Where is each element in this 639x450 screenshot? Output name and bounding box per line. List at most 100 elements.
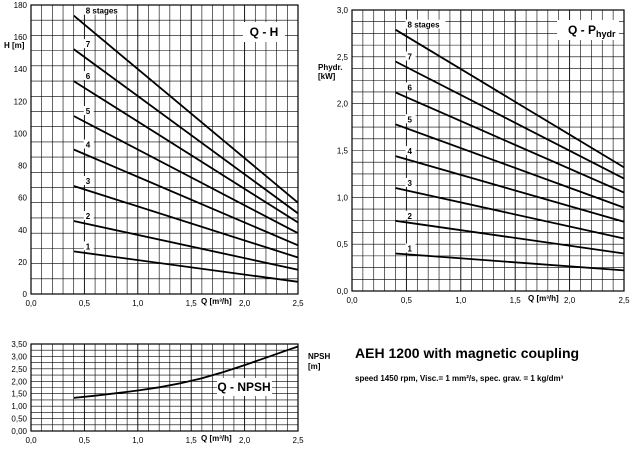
y-tick-label: 1,50	[11, 390, 27, 399]
x-tick-label: 1,0	[132, 436, 144, 445]
product-title: AEH 1200 with magnetic coupling	[355, 345, 580, 361]
chart-title-box	[217, 378, 272, 396]
chart-title: Q - H	[250, 25, 279, 39]
series-label: 6	[408, 83, 413, 92]
plot-frame	[30, 4, 299, 295]
y-tick-label: 20	[18, 258, 27, 267]
x-tick-label: 2,5	[292, 299, 304, 308]
x-tick-label: 2,5	[292, 436, 304, 445]
series-label-bg	[405, 243, 416, 253]
x-tick-label: 2,0	[239, 436, 251, 445]
series-label: 7	[408, 53, 413, 62]
series-line	[395, 28, 625, 169]
series-label-bg	[405, 146, 416, 156]
series-label-bg	[83, 39, 94, 49]
series-label-bg	[405, 177, 416, 187]
chart-title: Q - NPSH	[217, 380, 270, 394]
x-tick-label: 1,0	[455, 296, 467, 305]
y-axis-label: [m]	[308, 362, 321, 371]
x-axis-label: Q [m³/h]	[201, 434, 232, 443]
y-tick-label: 0,0	[337, 287, 349, 296]
y-tick-label: 180	[14, 1, 28, 10]
series-label: 3	[408, 179, 413, 188]
series-line	[395, 123, 625, 209]
x-tick-label: 2,5	[618, 296, 630, 305]
series-label-bg	[83, 176, 94, 186]
series-line	[395, 91, 625, 194]
series-line	[73, 220, 299, 271]
x-tick-label: 0,5	[401, 296, 413, 305]
y-tick-label: 1,5	[337, 147, 349, 156]
q-p-chart: 0,00,51,01,52,02,53,00,0 0,5 1,0 1,5 2,0 2,5P…	[318, 6, 630, 305]
y-axis-label: H [m]	[4, 41, 25, 50]
series-line	[395, 252, 625, 272]
x-axis-label: Q [m³/h]	[528, 294, 559, 303]
x-tick-label: 0,5	[79, 436, 91, 445]
series-label-bg	[83, 241, 94, 251]
x-tick-label: 0,0	[25, 436, 37, 445]
series-label-bg	[83, 210, 94, 220]
x-tick-label: 0,5	[79, 299, 91, 308]
series-line	[73, 48, 299, 215]
y-tick-label: 0	[23, 290, 28, 299]
y-tick-label: 2,50	[11, 365, 27, 374]
series-line	[73, 250, 299, 283]
y-tick-label: 0,5	[337, 240, 349, 249]
y-axis-label: Phydr.	[318, 63, 342, 72]
series-label-bg	[83, 71, 94, 81]
y-tick-label: 0,00	[11, 427, 27, 436]
x-tick-label: 1,0	[132, 299, 144, 308]
y-tick-label: 60	[18, 194, 27, 203]
q-npsh-chart: 0,00 0,50 1,00 1,50 2,00 2,50 3,00 3,50 0,0 0,5 1,…	[11, 340, 330, 445]
series-label-bg	[405, 210, 416, 220]
series-line	[73, 148, 299, 247]
x-tick-label: 1,5	[510, 296, 522, 305]
q-h-chart: 0 20 40 60 80 100 120 140 160 180 0,0 0,5 1,0 1,5 2,0 2…	[4, 1, 304, 308]
series-label-bg	[83, 5, 124, 15]
series-label-bg	[405, 82, 416, 92]
x-tick-label: 2,0	[239, 299, 251, 308]
y-tick-label: 80	[18, 162, 27, 171]
y-tick-label: 3,50	[11, 340, 27, 349]
x-axis-label: Q [m³/h]	[201, 297, 232, 306]
y-tick-label: 0,50	[11, 415, 27, 424]
y-axis-label: NPSH	[308, 352, 330, 361]
series-label: 5	[408, 115, 413, 124]
series-line	[73, 185, 299, 259]
series-label-bg	[83, 106, 94, 116]
series-label: 8 stages	[408, 21, 441, 30]
y-axis-label: [kW]	[318, 72, 336, 81]
series-label-bg	[405, 19, 446, 29]
series-label: 5	[86, 107, 91, 116]
series-line	[73, 80, 299, 224]
y-tick-label: 1,00	[11, 402, 27, 411]
y-tick-label: 2,00	[11, 377, 27, 386]
series-label: 1	[86, 242, 91, 251]
y-tick-label: 3,0	[337, 6, 349, 15]
x-tick-label: 0,0	[346, 296, 358, 305]
series-label-bg	[83, 139, 94, 149]
chart-title-box	[243, 22, 285, 42]
y-tick-label: 2,5	[337, 53, 349, 62]
series-line	[73, 115, 299, 234]
series-line	[395, 155, 625, 223]
series-line	[395, 219, 625, 255]
plot-frame	[351, 9, 625, 292]
series-label-bg	[405, 51, 416, 61]
series-label: 2	[86, 212, 91, 221]
series-line	[73, 14, 299, 204]
series-line	[395, 187, 625, 240]
x-tick-label: 2,0	[564, 296, 576, 305]
y-tick-label: 160	[14, 33, 28, 42]
series-line	[395, 60, 625, 180]
x-tick-label: 0,0	[25, 299, 37, 308]
x-tick-label: 1,5	[186, 299, 198, 308]
series-label: 4	[86, 141, 91, 150]
y-tick-label: 100	[14, 129, 28, 138]
series-label: 8 stages	[86, 7, 119, 16]
series-line	[73, 345, 299, 399]
y-tick-label: 2,0	[337, 100, 349, 109]
y-tick-label: 1,0	[337, 193, 349, 202]
operating-conditions: speed 1450 rpm, Visc.= 1 mm²/s, spec. gr…	[355, 374, 564, 383]
chart-title-box	[557, 20, 619, 40]
